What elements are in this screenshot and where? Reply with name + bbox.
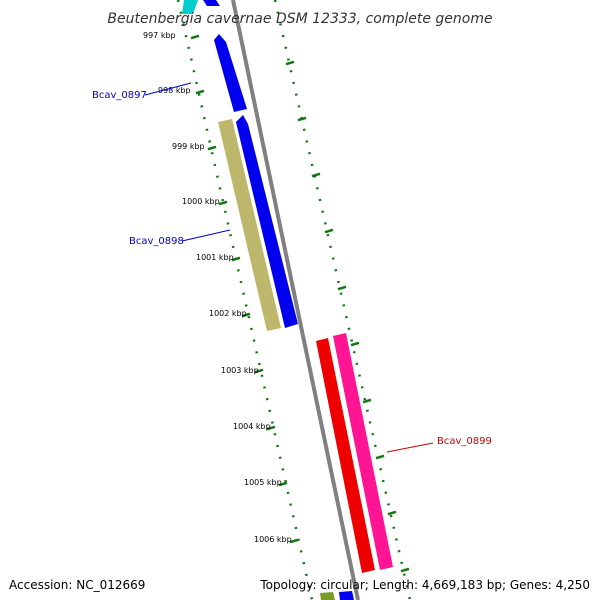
- outer-major-tick: [350, 341, 360, 347]
- inner-major-tick: [254, 368, 264, 374]
- inner-major-tick: [231, 256, 241, 262]
- tick-label: 1001 kbp: [196, 253, 234, 262]
- gene-cyan[interactable]: [182, 0, 198, 14]
- inner-major-tick: [266, 425, 276, 431]
- inner-major-tick: [190, 34, 200, 40]
- outer-major-tick: [387, 510, 397, 516]
- gene-blue-bottom[interactable]: [339, 591, 354, 600]
- leader-line-bcav-0899: [386, 442, 434, 453]
- outer-major-tick: [324, 228, 334, 234]
- tick-label: 1000 kbp: [182, 197, 220, 206]
- topology-text: Topology: circular; Length: 4,669,183 bp…: [260, 578, 590, 592]
- tick-label: 1006 kbp: [254, 535, 292, 544]
- gene-bcav-0899-pink[interactable]: [333, 333, 393, 570]
- tick-label: 1005 kbp: [244, 478, 282, 487]
- accession-text: Accession: NC_012669: [9, 578, 146, 592]
- tick-label: 998 kbp: [158, 86, 191, 95]
- gene-blue-top[interactable]: [203, 0, 220, 6]
- track-band: [185, 0, 420, 600]
- tick-label: 997 kbp: [143, 31, 176, 40]
- tick-label: 999 kbp: [172, 142, 205, 151]
- outer-major-tick: [337, 285, 347, 291]
- tick-labels: 997 kbp 998 kbp 999 kbp 1000 kbp 1001 kb…: [143, 31, 292, 544]
- inner-major-tick: [241, 312, 251, 318]
- genome-title: Beutenbergia cavernae DSM 12333, complet…: [107, 11, 492, 27]
- outer-major-tick: [400, 567, 410, 573]
- gene-bcav-0899-red[interactable]: [316, 338, 375, 573]
- tick-label: 1002 kbp: [209, 309, 247, 318]
- leader-line-bcav-0898: [181, 229, 231, 242]
- outer-major-tick: [375, 454, 385, 460]
- gene-label-bcav-0898[interactable]: Bcav_0898: [129, 236, 184, 247]
- tick-label: 1003 kbp: [221, 366, 259, 375]
- gene-green-bottom[interactable]: [320, 592, 335, 600]
- outer-major-tick: [362, 398, 372, 404]
- genome-backbone: [231, 0, 360, 600]
- inner-major-tick: [289, 538, 299, 544]
- leader-line-bcav-0897: [144, 82, 192, 96]
- genes: [182, 0, 393, 600]
- inner-major-tick: [218, 200, 228, 206]
- outer-major-tick: [297, 116, 307, 122]
- gene-bcav-0898-olive[interactable]: [218, 119, 281, 331]
- inner-major-tick: [278, 481, 288, 487]
- gene-label-bcav-0897[interactable]: Bcav_0897: [92, 90, 147, 101]
- tick-label: 1004 kbp: [233, 422, 271, 431]
- outer-major-tick: [311, 172, 321, 178]
- gene-bcav-0898-blue[interactable]: [236, 115, 298, 328]
- inner-major-tick: [195, 89, 205, 95]
- gene-bcav-0897[interactable]: [214, 34, 247, 112]
- gene-label-bcav-0899[interactable]: Bcav_0899: [437, 436, 492, 447]
- outer-major-tick: [285, 60, 295, 66]
- inner-major-tick: [207, 145, 217, 151]
